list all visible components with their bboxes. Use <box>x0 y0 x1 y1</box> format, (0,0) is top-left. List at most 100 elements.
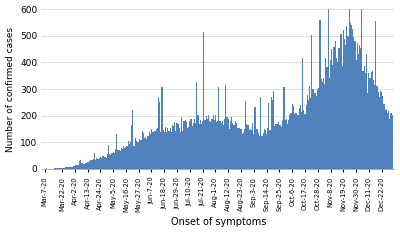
Bar <box>289 115 290 169</box>
Bar <box>81 163 82 169</box>
Bar <box>130 142 131 169</box>
Bar <box>253 134 254 169</box>
Bar <box>59 168 60 169</box>
Bar <box>179 128 180 169</box>
Bar <box>365 73 366 169</box>
Bar <box>57 168 58 169</box>
Bar <box>84 164 85 169</box>
Bar <box>368 73 370 169</box>
Bar <box>386 109 387 169</box>
Bar <box>229 129 230 169</box>
Bar <box>267 128 268 169</box>
Bar <box>325 58 326 169</box>
Bar <box>112 152 114 169</box>
Bar <box>367 93 368 169</box>
Bar <box>373 80 374 169</box>
Bar <box>242 134 243 169</box>
Bar <box>211 119 212 169</box>
Bar <box>316 96 317 169</box>
Bar <box>317 89 318 169</box>
Bar <box>274 126 275 169</box>
X-axis label: Onset of symptoms: Onset of symptoms <box>171 217 266 227</box>
Bar <box>328 4 329 169</box>
Bar <box>99 158 100 169</box>
Bar <box>167 128 168 169</box>
Bar <box>221 123 222 169</box>
Bar <box>318 88 320 169</box>
Bar <box>280 125 281 169</box>
Bar <box>352 29 353 169</box>
Bar <box>62 168 64 169</box>
Bar <box>226 117 228 169</box>
Bar <box>248 130 250 169</box>
Bar <box>258 133 259 169</box>
Bar <box>74 166 75 169</box>
Bar <box>270 130 271 169</box>
Bar <box>100 157 101 169</box>
Bar <box>246 124 247 169</box>
Bar <box>134 146 135 169</box>
Bar <box>152 132 153 169</box>
Bar <box>217 121 218 169</box>
Bar <box>324 84 325 169</box>
Bar <box>180 132 181 169</box>
Bar <box>257 129 258 169</box>
Bar <box>139 139 140 169</box>
Bar <box>118 150 120 169</box>
Bar <box>88 162 89 169</box>
Bar <box>107 154 108 169</box>
Bar <box>194 120 195 169</box>
Bar <box>174 122 175 169</box>
Bar <box>153 132 154 169</box>
Bar <box>268 103 270 169</box>
Bar <box>87 162 88 169</box>
Bar <box>372 71 373 169</box>
Bar <box>202 121 203 169</box>
Bar <box>254 107 256 169</box>
Bar <box>371 72 372 169</box>
Bar <box>298 108 300 169</box>
Bar <box>358 54 359 169</box>
Bar <box>117 150 118 169</box>
Bar <box>159 102 160 169</box>
Bar <box>381 92 382 169</box>
Bar <box>66 167 67 169</box>
Bar <box>79 161 80 169</box>
Bar <box>65 167 66 169</box>
Bar <box>366 54 367 169</box>
Bar <box>175 131 176 169</box>
Bar <box>86 163 87 169</box>
Bar <box>390 113 392 169</box>
Bar <box>239 128 240 169</box>
Bar <box>302 58 303 169</box>
Bar <box>332 65 334 169</box>
Bar <box>273 91 274 169</box>
Bar <box>243 133 244 169</box>
Bar <box>70 167 71 169</box>
Bar <box>387 113 388 169</box>
Bar <box>122 150 123 169</box>
Bar <box>228 119 229 169</box>
Bar <box>200 120 201 169</box>
Bar <box>145 137 146 169</box>
Bar <box>190 119 192 169</box>
Bar <box>75 165 76 169</box>
Bar <box>300 105 301 169</box>
Bar <box>157 128 158 169</box>
Bar <box>340 34 342 169</box>
Bar <box>303 110 304 169</box>
Bar <box>314 93 315 169</box>
Bar <box>261 137 262 169</box>
Bar <box>384 110 386 169</box>
Bar <box>215 115 216 169</box>
Bar <box>140 140 142 169</box>
Bar <box>64 168 65 169</box>
Bar <box>106 158 107 169</box>
Bar <box>353 37 354 169</box>
Bar <box>230 121 231 169</box>
Bar <box>93 159 94 169</box>
Bar <box>82 164 84 169</box>
Bar <box>281 127 282 169</box>
Bar <box>348 0 350 169</box>
Bar <box>132 110 134 169</box>
